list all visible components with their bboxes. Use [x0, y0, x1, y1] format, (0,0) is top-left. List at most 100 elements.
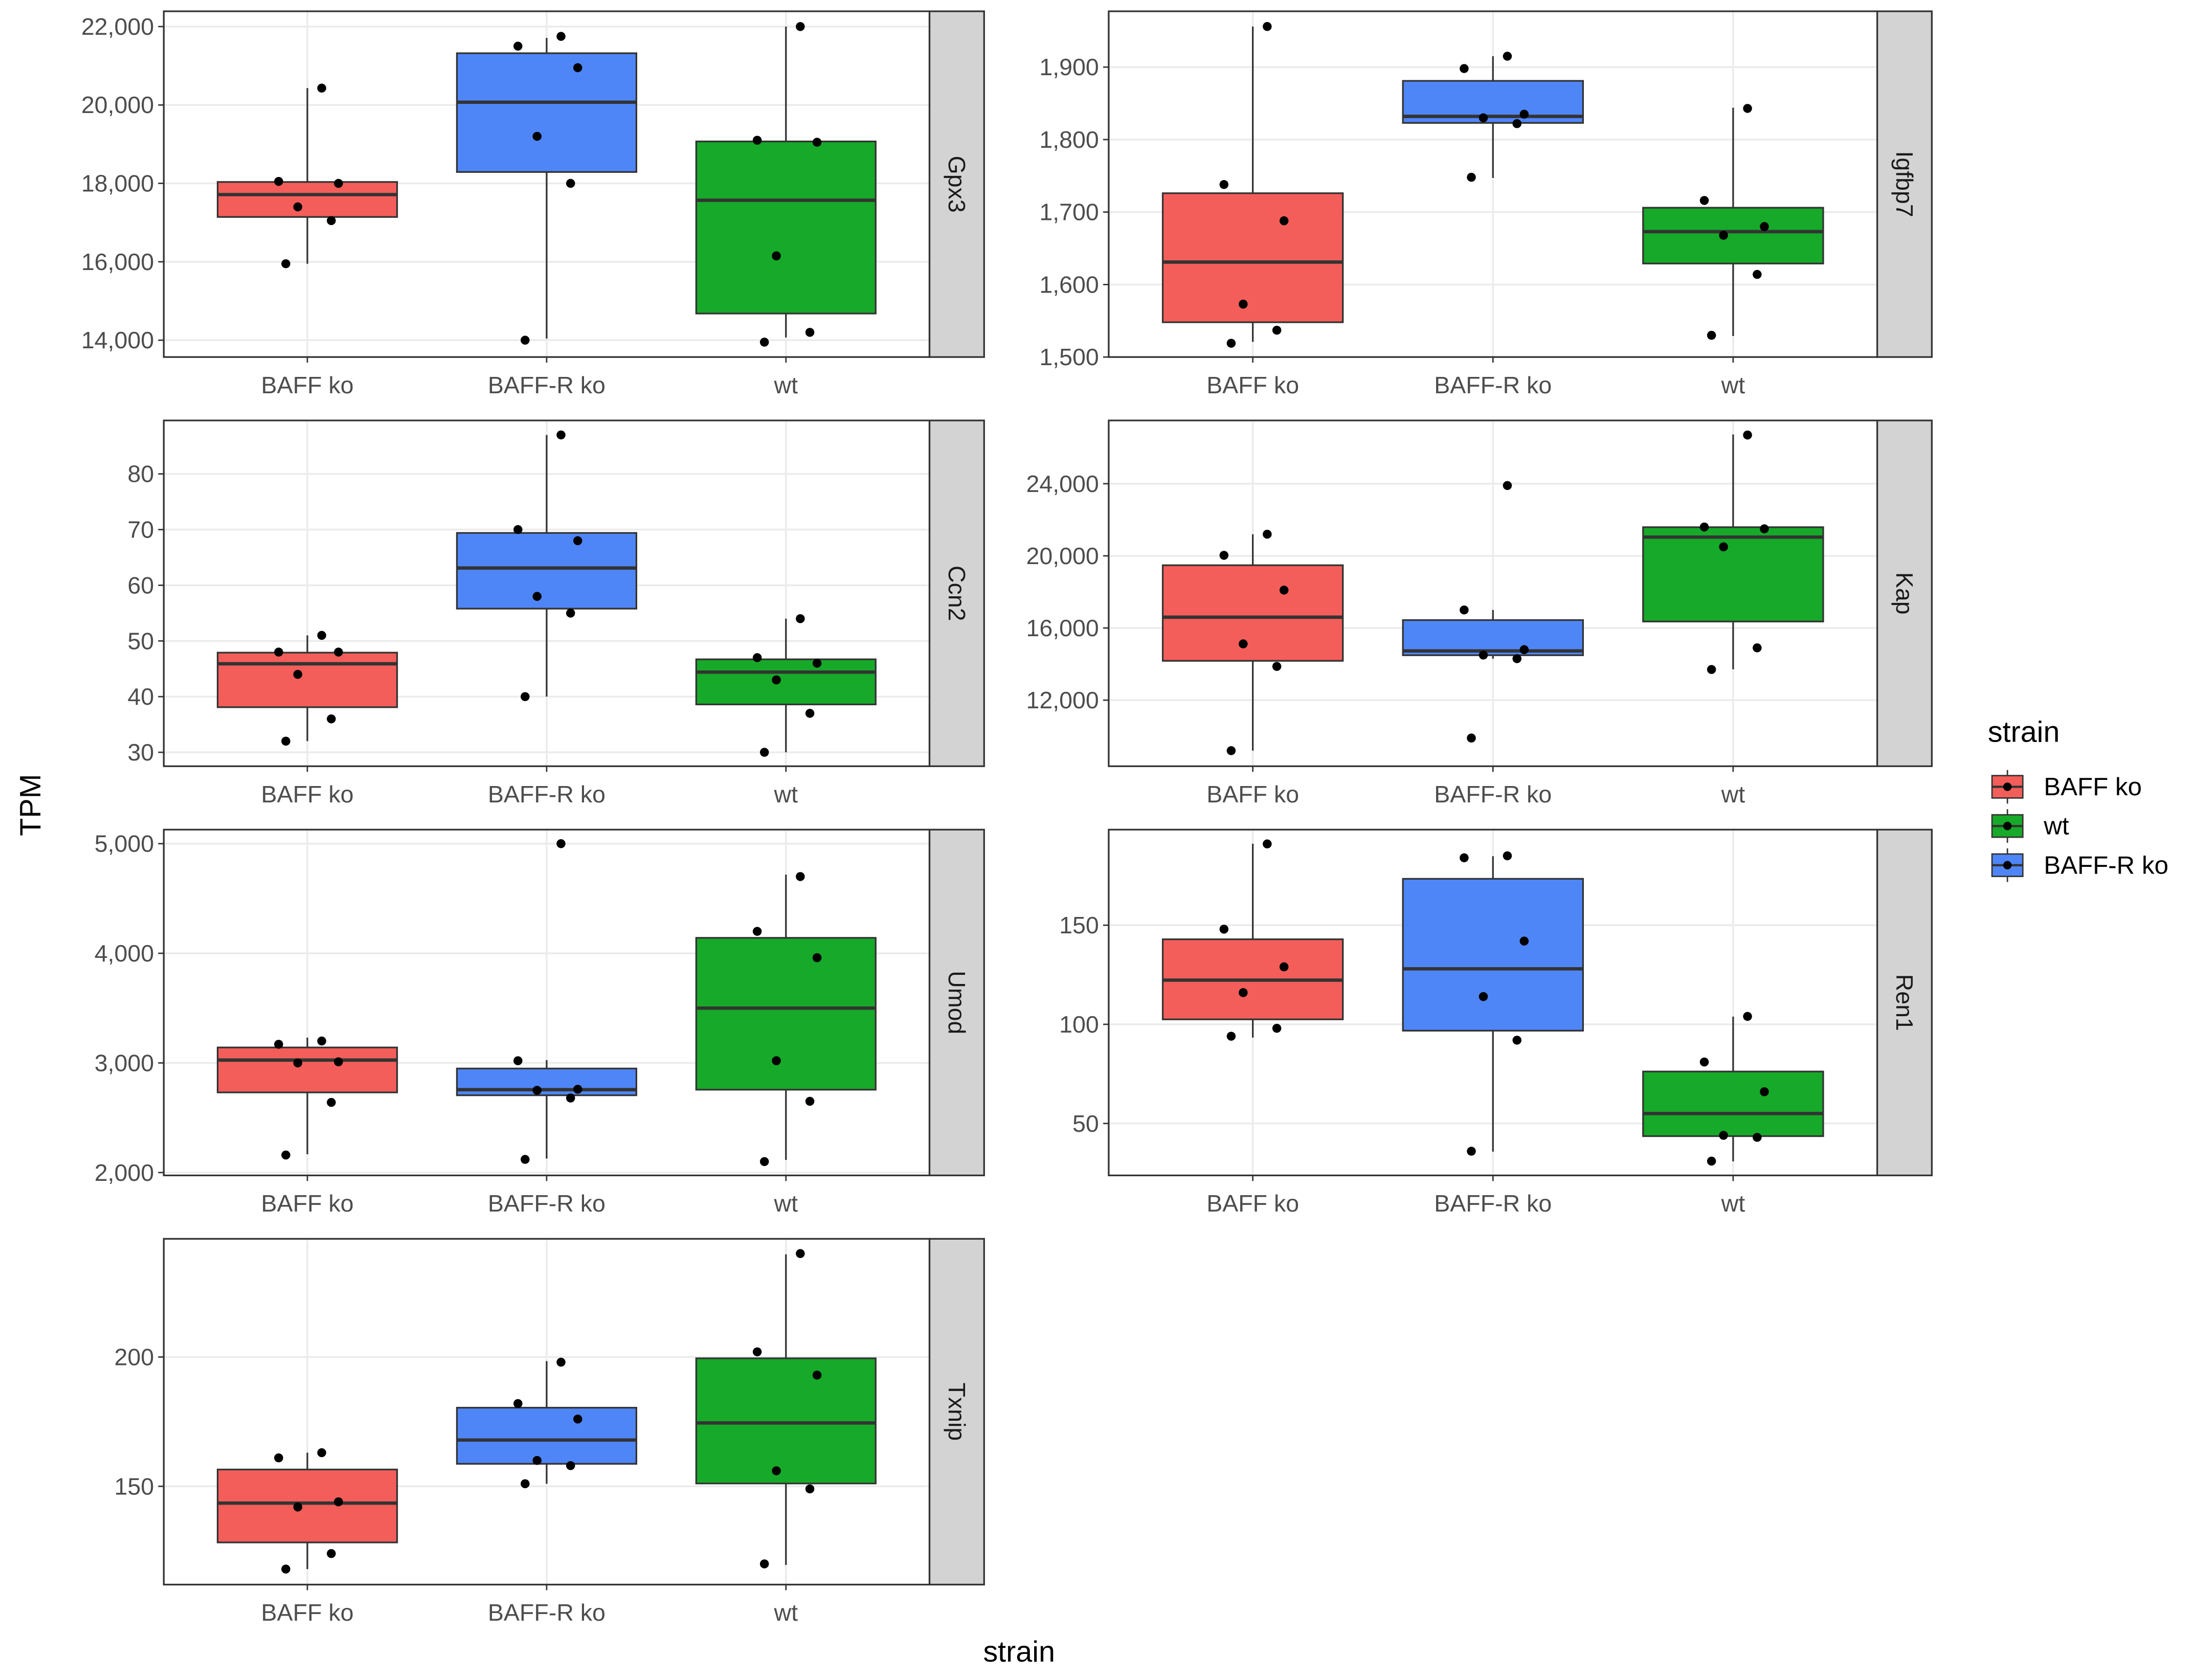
data-point — [521, 1155, 530, 1164]
legend-label: wt — [2043, 812, 2069, 840]
data-point — [1760, 1087, 1769, 1096]
box — [695, 658, 877, 706]
data-point — [1479, 651, 1488, 660]
data-point — [556, 839, 566, 848]
data-point — [1707, 665, 1716, 674]
y-tick-label: 80 — [127, 461, 154, 487]
data-point — [796, 22, 805, 31]
data-point — [1512, 119, 1521, 128]
x-tick-label: BAFF-R ko — [488, 1599, 606, 1626]
data-point — [1467, 172, 1476, 182]
data-point — [1753, 1133, 1762, 1142]
box — [216, 1046, 398, 1093]
strip — [1876, 828, 1933, 1176]
y-tick-label: 4,000 — [95, 940, 154, 967]
data-point — [796, 872, 805, 881]
data-point — [772, 1056, 781, 1065]
box — [1402, 878, 1584, 1032]
y-tick-label: 1,800 — [1039, 126, 1099, 153]
box — [1161, 192, 1344, 323]
data-point — [327, 1097, 336, 1107]
y-tick-label: 16,000 — [1026, 615, 1099, 641]
data-point — [772, 1466, 781, 1475]
data-point — [1219, 925, 1229, 934]
box — [1161, 564, 1344, 662]
data-point — [1467, 1147, 1476, 1156]
strip — [928, 1238, 985, 1586]
data-point — [805, 1096, 815, 1106]
data-point — [1263, 529, 1272, 539]
data-point — [513, 1399, 523, 1408]
box — [1642, 207, 1824, 264]
y-tick-label: 24,000 — [1026, 471, 1099, 497]
data-point — [812, 659, 822, 668]
data-point — [1719, 1131, 1728, 1140]
y-tick-label: 12,000 — [1026, 687, 1099, 713]
data-point — [521, 692, 530, 701]
data-point — [759, 748, 769, 757]
y-tick-label: 50 — [127, 628, 154, 654]
data-point — [274, 176, 283, 186]
box — [695, 1357, 877, 1485]
data-point — [1699, 196, 1709, 205]
data-point — [513, 41, 523, 51]
legend-key-point — [2003, 861, 2012, 869]
data-point — [812, 1371, 822, 1380]
y-tick-label: 5,000 — [95, 831, 154, 857]
data-point — [532, 1455, 542, 1465]
x-tick-label: BAFF ko — [1206, 1190, 1299, 1217]
y-tick-label: 20,000 — [81, 92, 154, 118]
data-point — [317, 1448, 326, 1458]
y-tick-label: 20,000 — [1026, 543, 1099, 569]
data-point — [274, 1453, 283, 1463]
data-point — [1512, 654, 1521, 663]
x-tick-label: BAFF-R ko — [488, 372, 606, 398]
y-tick-label: 1,500 — [1039, 344, 1099, 370]
data-point — [1479, 113, 1488, 123]
data-point — [1503, 52, 1512, 61]
data-point — [556, 32, 566, 41]
strip — [1876, 10, 1933, 358]
x-tick-label: BAFF-R ko — [1434, 1190, 1552, 1217]
data-point — [1479, 992, 1488, 1001]
box — [695, 140, 877, 315]
data-point — [796, 614, 805, 623]
x-axis-title: strain — [983, 1636, 1055, 1668]
box — [1642, 526, 1824, 622]
legend-label: BAFF-R ko — [2044, 851, 2168, 879]
data-point — [812, 953, 822, 962]
data-point — [521, 1479, 530, 1488]
x-tick-label: BAFF ko — [261, 1190, 354, 1217]
y-tick-label: 22,000 — [81, 13, 154, 40]
data-point — [532, 1086, 542, 1095]
data-point — [759, 338, 769, 347]
x-tick-label: BAFF-R ko — [1434, 781, 1552, 808]
data-point — [274, 647, 283, 657]
data-point — [772, 675, 781, 685]
data-point — [1753, 270, 1762, 279]
data-point — [566, 178, 575, 188]
data-point — [334, 178, 343, 188]
data-point — [532, 592, 542, 601]
data-point — [573, 1085, 583, 1094]
data-point — [1743, 104, 1752, 113]
y-tick-label: 14,000 — [81, 327, 154, 353]
strip — [928, 828, 985, 1176]
y-tick-label: 1,700 — [1039, 199, 1099, 226]
y-tick-label: 50 — [1072, 1110, 1099, 1137]
strip-label: Ren1 — [1891, 974, 1918, 1031]
data-point — [1719, 542, 1728, 552]
box — [456, 532, 637, 610]
x-tick-label: wt — [1721, 1190, 1745, 1217]
y-tick-label: 60 — [127, 572, 154, 598]
data-point — [805, 709, 815, 718]
box — [456, 1406, 637, 1465]
data-point — [513, 525, 523, 534]
data-point — [573, 63, 583, 73]
box — [456, 52, 637, 173]
strip-label: Ccn2 — [944, 566, 970, 621]
data-point — [281, 1150, 290, 1160]
data-point — [772, 251, 781, 261]
y-tick-label: 3,000 — [95, 1049, 154, 1076]
data-point — [1760, 222, 1769, 231]
